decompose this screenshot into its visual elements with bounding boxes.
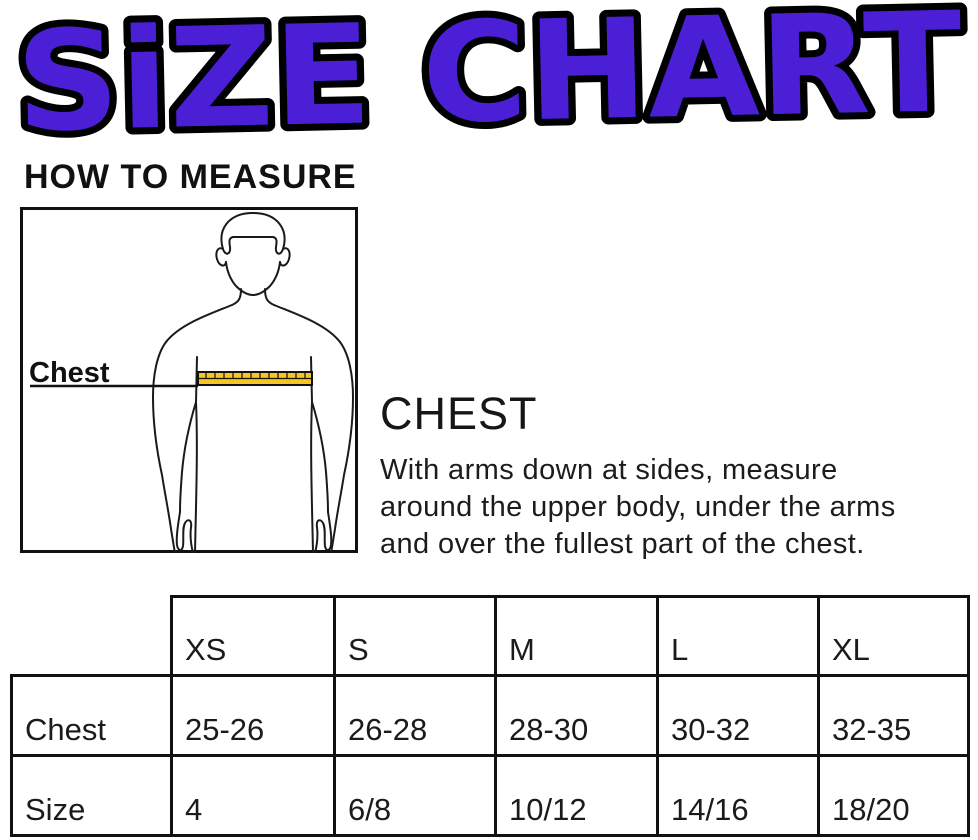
measure-figure: Chest [20, 207, 358, 553]
chest-instructions-heading: CHEST [380, 388, 538, 439]
chest-figure-label: Chest [29, 357, 110, 389]
size-number-row: Size 4 6/8 10/12 14/16 18/20 [10, 754, 970, 837]
chest-value-cell: 26-28 [333, 674, 497, 757]
size-column-header: XL [817, 595, 970, 677]
chest-measurement-row: Chest 25-26 26-28 28-30 30-32 32-35 [10, 674, 970, 757]
title-banner: SiZE CHART [7, 0, 970, 152]
figure-frame [20, 207, 358, 553]
size-column-header: L [656, 595, 820, 677]
size-column-header: XS [170, 595, 336, 677]
size-column-header: M [494, 595, 659, 677]
instruction-line: around the upper body, under the arms [380, 491, 896, 523]
chest-value-cell: 25-26 [170, 674, 336, 757]
size-column-header: S [333, 595, 497, 677]
size-value-cell: 4 [170, 754, 336, 837]
page-title: SiZE CHART [14, 0, 963, 152]
size-value-cell: 10/12 [494, 754, 659, 837]
row-label: Chest [10, 674, 173, 757]
how-to-measure-heading: HOW TO MEASURE [24, 158, 357, 196]
instruction-line: With arms down at sides, measure [380, 454, 838, 486]
row-label: Size [10, 754, 173, 837]
chest-instructions-text: With arms down at sides, measure around … [380, 452, 976, 563]
chest-value-cell: 30-32 [656, 674, 820, 757]
size-value-cell: 6/8 [333, 754, 497, 837]
tape-tick-marks [205, 373, 306, 378]
measuring-tape [197, 371, 313, 386]
size-value-cell: 14/16 [656, 754, 820, 837]
size-table-header-row: XS S M L XL [12, 595, 970, 677]
chest-instructions: CHEST With arms down at sides, measure a… [380, 390, 976, 563]
chest-value-cell: 32-35 [817, 674, 970, 757]
size-table-corner-cell [12, 597, 172, 676]
chest-value-cell: 28-30 [494, 674, 659, 757]
size-value-cell: 18/20 [817, 754, 970, 837]
size-table: XS S M L XL Chest 25-26 26-28 28-30 30-3… [10, 595, 970, 837]
instruction-line: and over the fullest part of the chest. [380, 528, 865, 560]
